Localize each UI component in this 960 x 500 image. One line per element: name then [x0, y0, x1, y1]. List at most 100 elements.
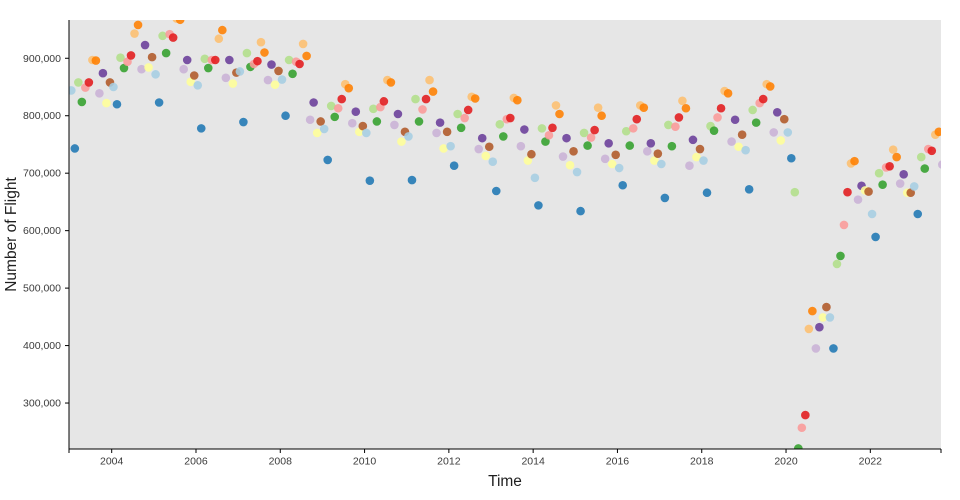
data-point [319, 124, 329, 134]
data-point [439, 144, 448, 153]
axes-layer: 300,000 400,000 500,000 600,000 700,000 800,0… [23, 20, 942, 468]
data-point [196, 124, 206, 133]
data-point [906, 188, 916, 198]
data-point [119, 63, 129, 73]
data-point [565, 160, 575, 170]
data-point [709, 126, 719, 135]
data-point [407, 175, 417, 185]
data-point [544, 130, 554, 140]
data-point [499, 132, 508, 141]
data-point [302, 51, 311, 61]
data-point [716, 103, 726, 113]
y-tick-label: 400,000 [23, 340, 61, 352]
data-point [611, 150, 620, 160]
x-tick-label: 2020 [774, 456, 798, 468]
data-point [298, 39, 308, 49]
data-point [179, 64, 188, 74]
data-point [639, 103, 649, 112]
data-point [151, 70, 160, 79]
y-tick-label: 700,000 [23, 168, 61, 180]
data-point [242, 48, 252, 58]
data-point [829, 344, 838, 353]
data-point [267, 60, 276, 69]
data-point [390, 120, 399, 130]
data-point [330, 112, 340, 122]
data-point [674, 113, 684, 122]
data-point [309, 98, 318, 107]
data-point [593, 103, 603, 112]
data-point [323, 155, 332, 165]
x-tick-label: 2012 [437, 456, 461, 468]
data-point [112, 99, 122, 109]
data-point [678, 96, 687, 106]
y-tick-label: 500,000 [23, 283, 61, 295]
data-point [776, 136, 786, 145]
data-point [702, 188, 712, 198]
x-tick-label: 2004 [100, 456, 124, 468]
x-tick-label: 2014 [521, 456, 545, 468]
data-point [235, 67, 245, 76]
data-point [200, 54, 210, 64]
data-point [305, 115, 315, 125]
data-point [404, 132, 413, 141]
data-point [888, 145, 898, 154]
data-point [607, 159, 617, 169]
data-point [295, 59, 304, 69]
data-point [168, 33, 178, 42]
data-point [909, 182, 919, 191]
data-point [365, 176, 375, 185]
data-point [449, 161, 459, 171]
data-point [362, 128, 371, 138]
data-point [751, 118, 761, 127]
data-point [699, 156, 708, 165]
data-point [98, 68, 108, 78]
data-point [69, 86, 76, 95]
data-point [414, 117, 424, 126]
data-point [734, 142, 743, 152]
data-point [818, 313, 828, 322]
data-point [123, 57, 132, 67]
data-point [488, 157, 498, 166]
data-point [625, 141, 635, 150]
data-point [369, 104, 378, 114]
y-tick-label: 300,000 [23, 398, 61, 410]
data-point [182, 55, 192, 65]
data-point [270, 80, 280, 89]
data-point [646, 139, 656, 148]
data-point [548, 123, 557, 133]
data-point [456, 123, 466, 133]
data-point [133, 20, 143, 30]
data-point [579, 128, 589, 138]
data-point [600, 154, 610, 164]
data-point [920, 164, 930, 173]
data-point [477, 133, 487, 143]
data-point [95, 89, 104, 98]
data-point [730, 115, 740, 125]
data-point [895, 179, 905, 188]
data-point [681, 103, 691, 113]
data-point [632, 114, 642, 124]
data-point [326, 101, 336, 111]
data-point [899, 170, 908, 179]
data-point [520, 125, 529, 134]
data-point [470, 94, 480, 103]
data-point [161, 48, 171, 58]
data-point [358, 121, 368, 131]
plot-area-background [69, 20, 941, 449]
data-point [660, 193, 670, 203]
data-point [787, 153, 796, 163]
data-point [203, 63, 213, 73]
data-point [175, 20, 185, 25]
data-point [379, 97, 389, 106]
data-point [604, 139, 613, 148]
data-point [643, 147, 652, 156]
data-point [867, 209, 877, 219]
data-point [534, 201, 543, 210]
data-point [274, 66, 283, 76]
data-point [628, 124, 638, 133]
data-point [428, 87, 438, 96]
data-point [527, 149, 536, 159]
data-point [530, 173, 540, 183]
data-point [618, 180, 628, 190]
